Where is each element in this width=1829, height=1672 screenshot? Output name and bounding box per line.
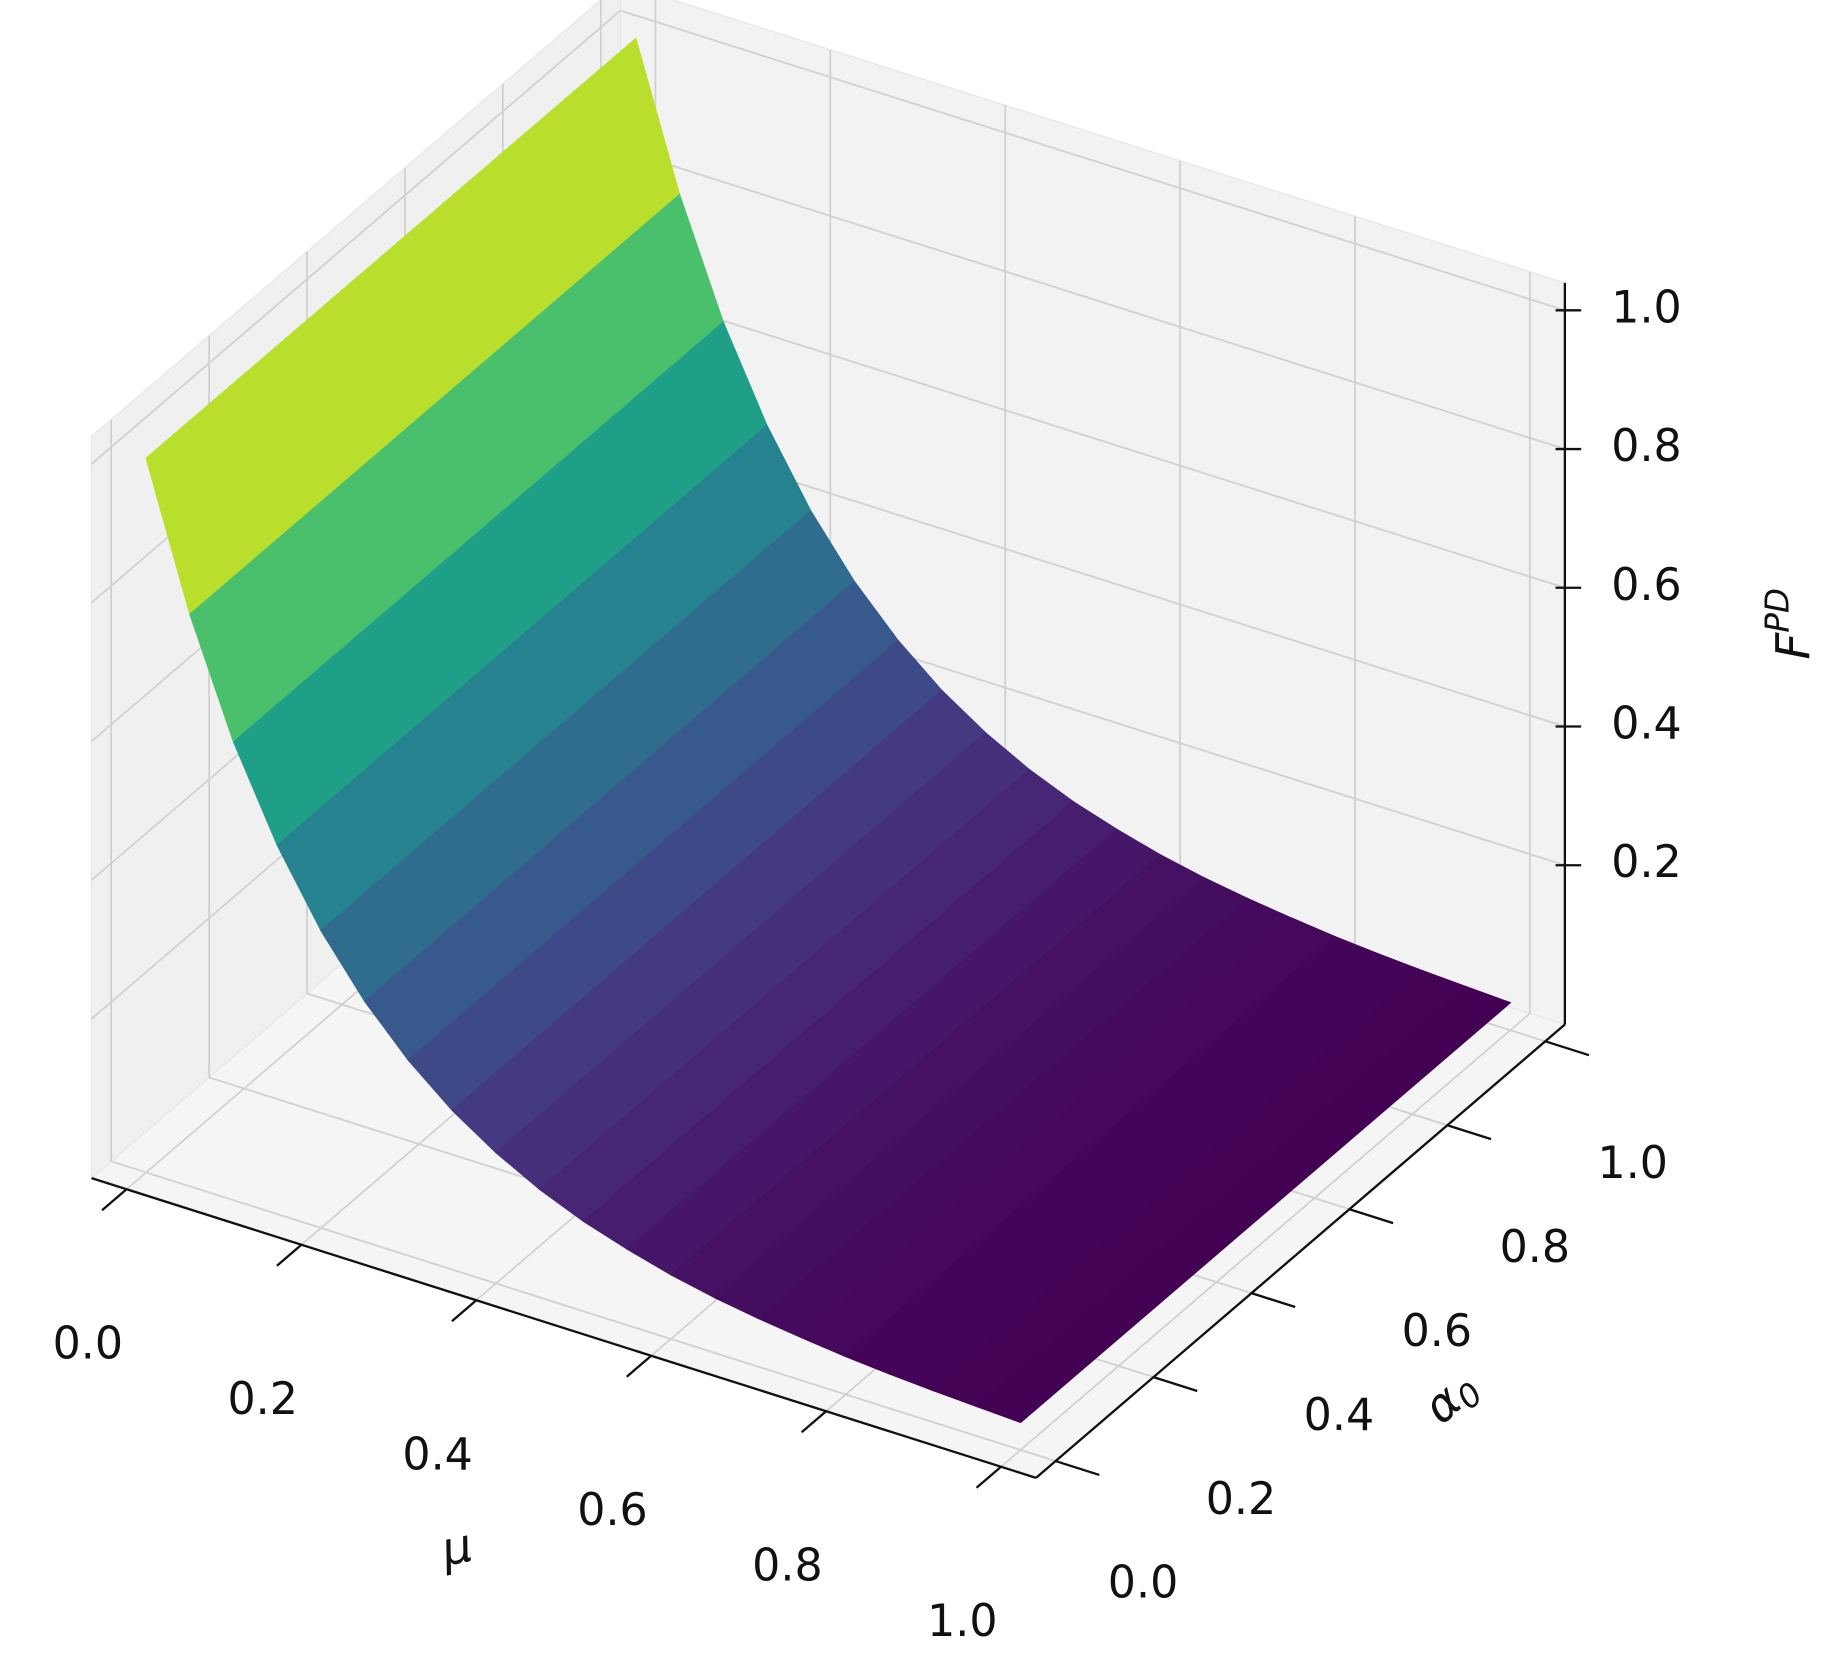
y-tick-label: 0.4 xyxy=(1304,1390,1374,1441)
z-tick-label: 0.2 xyxy=(1611,837,1681,888)
y-axis-line xyxy=(1035,1023,1566,1479)
x-tick xyxy=(101,1188,128,1212)
y-tick-label: 1.0 xyxy=(1598,1138,1668,1189)
surface xyxy=(145,37,1512,1424)
x-tick-label: 1.0 xyxy=(927,1596,997,1647)
x-axis-line xyxy=(91,1177,1037,1479)
y-tick xyxy=(1153,1375,1198,1393)
x-tick-label: 0.8 xyxy=(752,1541,822,1592)
x-tick-label: 0.0 xyxy=(53,1319,123,1370)
z-axis-label-sup: PD xyxy=(1759,588,1797,633)
z-tick-label: 1.0 xyxy=(1611,282,1681,333)
y-tick-label: 0.0 xyxy=(1108,1558,1178,1609)
y-tick-label: 0.6 xyxy=(1402,1306,1472,1357)
grid-line xyxy=(110,1160,1056,1462)
z-axis-label-base: F xyxy=(1765,632,1819,660)
z-tick-label: 0.8 xyxy=(1611,421,1681,472)
surface-patch xyxy=(975,1195,1267,1424)
x-tick xyxy=(451,1299,478,1323)
grid-line xyxy=(90,9,622,465)
y-tick xyxy=(1544,1040,1590,1057)
y-tick xyxy=(1055,1459,1100,1477)
grid-line xyxy=(620,148,1566,450)
x-tick xyxy=(800,1410,827,1434)
y-tick xyxy=(1446,1124,1492,1141)
z-tick-label: 0.4 xyxy=(1611,699,1681,750)
grid-line xyxy=(620,9,1566,312)
grid-line xyxy=(1000,1012,1531,1468)
x-tick xyxy=(975,1465,1002,1489)
x-tick-label: 0.4 xyxy=(402,1430,472,1481)
x-tick xyxy=(625,1354,652,1378)
x-axis-label: μ xyxy=(436,1518,477,1577)
y-tick-label: 0.8 xyxy=(1500,1222,1570,1273)
y-tick xyxy=(1349,1208,1394,1225)
z-axis-label: FPD xyxy=(1759,588,1820,660)
x-tick-label: 0.6 xyxy=(577,1485,647,1536)
axes: 0.0 0.2 0.4 0.6 0.8 1.0 0.0 0.2 0.4 0.6 0.8 1.0 0.2 0… xyxy=(53,282,1682,1647)
y-tick-label: 0.2 xyxy=(1206,1474,1276,1525)
y-tick xyxy=(1251,1292,1296,1309)
x-tick xyxy=(276,1243,303,1267)
x-tick-label: 0.2 xyxy=(227,1374,297,1425)
z-tick-label: 0.6 xyxy=(1611,560,1681,611)
grid-line xyxy=(620,287,1566,589)
y-axis-label: α0 xyxy=(1412,1359,1490,1437)
